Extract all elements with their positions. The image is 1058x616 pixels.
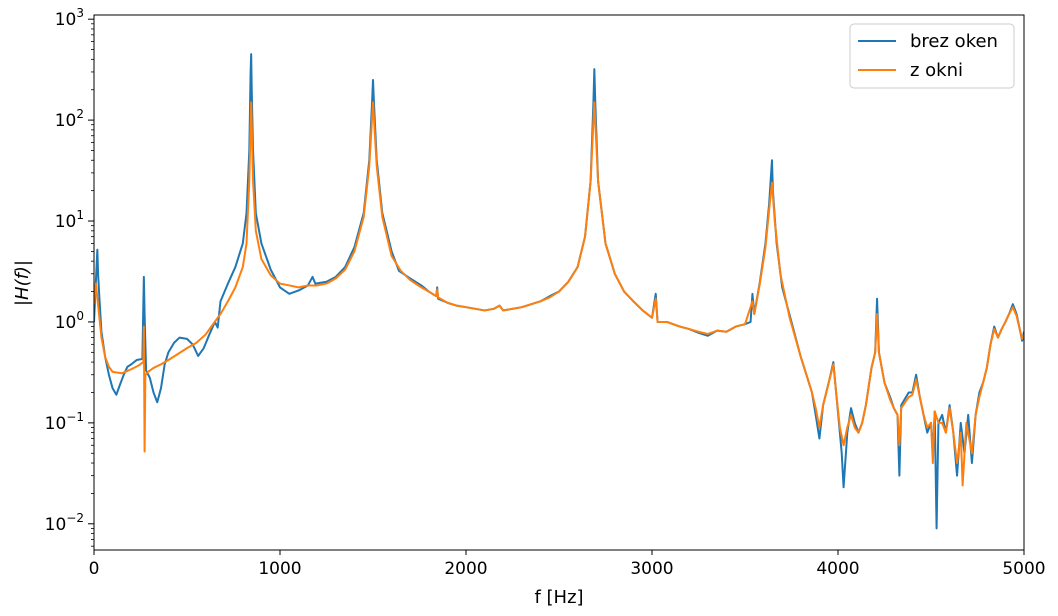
legend-label: brez oken: [910, 31, 998, 52]
y-axis-ticks: 10−2 10−1 100 101 102 103: [45, 6, 94, 547]
x-axis-label: f [Hz]: [534, 587, 583, 608]
y-tick-label: 10−1: [45, 410, 84, 434]
y-axis-label: |H(f)|: [12, 260, 33, 306]
x-tick-label: 5000: [1002, 559, 1045, 579]
y-tick-label: 102: [55, 107, 84, 131]
x-tick-label: 3000: [630, 559, 673, 579]
legend-label: z okni: [910, 60, 963, 81]
plot-frame: [93, 14, 1025, 551]
x-tick-label: 0: [89, 559, 100, 579]
legend: brez oken z okni: [849, 23, 1015, 89]
series-line-2: [94, 101, 1024, 487]
series-layer: [94, 53, 1024, 530]
x-tick-label: 1000: [258, 559, 301, 579]
x-tick-label: 2000: [444, 559, 487, 579]
plot-background: [94, 15, 1024, 550]
y-tick-label: 100: [55, 309, 84, 333]
y-tick-label: 10−2: [45, 511, 84, 535]
y-tick-label: 101: [55, 208, 84, 232]
x-tick-label: 4000: [816, 559, 859, 579]
x-axis-ticks: 0 1000 2000 3000 4000 5000: [89, 550, 1046, 579]
y-tick-label: 103: [55, 6, 84, 30]
